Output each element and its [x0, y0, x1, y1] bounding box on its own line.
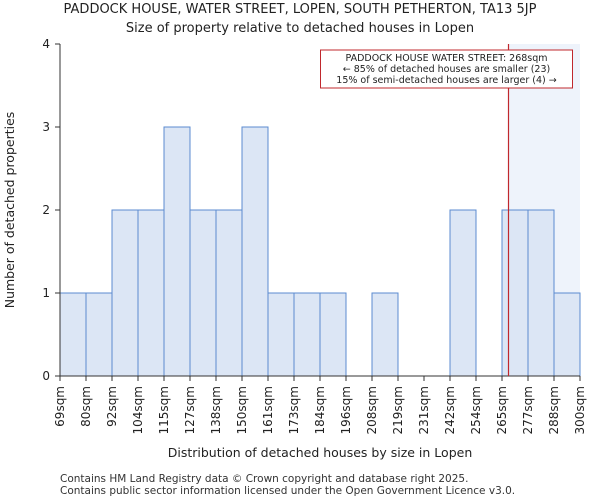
y-tick-label: 4: [42, 37, 50, 51]
bars-layer: [59, 126, 581, 377]
bar: [241, 126, 269, 377]
bar: [319, 292, 347, 377]
y-axis-label: Number of detached properties: [2, 112, 17, 309]
x-tick-label: 127sqm: [183, 386, 197, 434]
x-tick-label: 231sqm: [417, 386, 431, 434]
x-tick-label: 138sqm: [209, 386, 223, 434]
y-tick-label: 3: [42, 120, 50, 134]
x-tick-label: 115sqm: [157, 386, 171, 434]
marker-layer: PADDOCK HOUSE WATER STREET: 268sqm← 85% …: [320, 44, 573, 376]
bar: [293, 292, 321, 377]
x-tick-label: 265sqm: [495, 386, 509, 434]
x-tick-label: 161sqm: [261, 386, 275, 434]
x-tick-label: 104sqm: [131, 386, 145, 434]
x-tick-label: 184sqm: [313, 386, 327, 434]
axis-labels-layer: 0 1 2 3 4 69sqm 80sqm 92sqm 104sqm 115sqm 127sqm 13…: [2, 37, 587, 460]
chart-subtitle: Size of property relative to detached ho…: [125, 21, 475, 36]
bar: [527, 209, 555, 377]
bar: [137, 209, 165, 377]
bar: [85, 292, 113, 377]
y-tick-label: 2: [42, 203, 50, 217]
annotation-line: ← 85% of detached houses are smaller (23…: [343, 64, 550, 75]
bar: [189, 209, 217, 377]
x-tick-label: 242sqm: [443, 386, 457, 434]
x-tick-label: 288sqm: [547, 386, 561, 434]
bar: [163, 126, 191, 377]
x-tick-label: 196sqm: [339, 386, 353, 434]
bar: [111, 209, 139, 377]
annotation-line: 15% of semi-detached houses are larger (…: [336, 75, 556, 86]
x-tick-label: 254sqm: [469, 386, 483, 434]
bar: [553, 292, 581, 377]
bar: [267, 292, 295, 377]
x-tick-label: 300sqm: [573, 386, 587, 434]
x-tick-label: 92sqm: [105, 386, 119, 427]
bar: [59, 292, 87, 377]
x-tick-label: 80sqm: [79, 386, 93, 427]
y-tick-label: 0: [42, 369, 50, 383]
bar: [215, 209, 243, 377]
bar: [449, 209, 477, 377]
x-axis-label: Distribution of detached houses by size …: [168, 445, 473, 460]
x-tick-label: 277sqm: [521, 386, 535, 434]
x-tick-label: 219sqm: [391, 386, 405, 434]
bar: [371, 292, 399, 377]
bar: [501, 209, 529, 377]
axes-layer: [55, 43, 581, 381]
annotation-line: PADDOCK HOUSE WATER STREET: 268sqm: [345, 53, 547, 64]
y-tick-label: 1: [42, 286, 50, 300]
x-tick-label: 208sqm: [365, 386, 379, 434]
footer-copyright: Contains HM Land Registry data © Crown c…: [60, 473, 469, 485]
x-tick-label: 173sqm: [287, 386, 301, 434]
footer-licence: Contains public sector information licen…: [60, 485, 516, 497]
x-tick-label: 150sqm: [235, 386, 249, 434]
chart-title: PADDOCK HOUSE, WATER STREET, LOPEN, SOUT…: [63, 2, 537, 17]
x-tick-label: 69sqm: [53, 386, 67, 427]
annotation-box: [320, 49, 573, 89]
